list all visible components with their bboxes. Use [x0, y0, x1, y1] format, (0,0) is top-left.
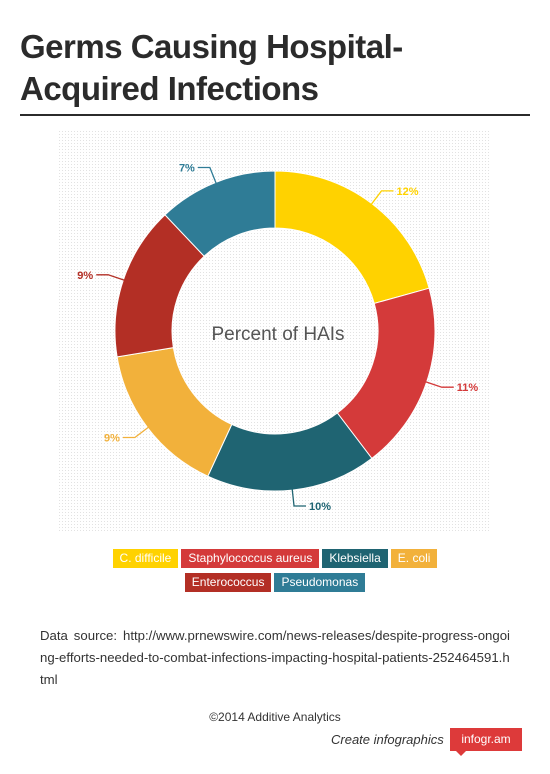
data-source-text: Data source: http://www.prnewswire.com/n… — [40, 628, 510, 687]
donut-chart: 12% 11% 10% 9% 9% 7% Percent of HAIs — [77, 163, 479, 513]
slice-value-label: 9% — [104, 433, 120, 445]
leader-line — [424, 380, 454, 388]
slice-value-label: 12% — [397, 186, 419, 198]
leader-line — [197, 166, 218, 185]
chart-area: 12% 11% 10% 9% 9% 7% Percent of HAIs — [58, 130, 491, 532]
leader-line — [122, 426, 150, 439]
legend-item[interactable]: C. difficile — [112, 549, 179, 568]
donut-slice-pseudomonas — [164, 170, 276, 257]
infogram-brand-badge[interactable]: infogr.am — [450, 728, 522, 756]
create-infographics-link[interactable]: Create infographics — [331, 732, 444, 747]
legend-item[interactable]: E. coli — [390, 549, 438, 568]
slice-value-label: 11% — [457, 382, 479, 394]
leader-line — [370, 190, 394, 206]
legend-row: Enterococcus Pseudomonas — [0, 573, 550, 592]
title-divider — [20, 114, 530, 116]
page-title: Germs Causing Hospital-Acquired Infectio… — [20, 28, 403, 107]
chart-center-label: Percent of HAIs — [211, 324, 344, 345]
leader-line — [291, 488, 307, 507]
chart-legend: C. difficile Staphylococcus aureus Klebsie… — [0, 549, 550, 597]
slice-value-label: 7% — [179, 163, 195, 175]
slice-value-label: 9% — [77, 270, 93, 282]
donut-slice-e-coli — [116, 347, 233, 477]
legend-item[interactable]: Pseudomonas — [274, 573, 366, 592]
leader-line — [96, 274, 126, 282]
slice-value-label: 10% — [309, 501, 331, 513]
legend-item[interactable]: Enterococcus — [184, 573, 272, 592]
legend-item[interactable]: Klebsiella — [322, 549, 388, 568]
copyright-text: ©2014 Additive Analytics — [209, 710, 341, 724]
legend-row: C. difficile Staphylococcus aureus Klebsie… — [0, 549, 550, 568]
legend-item[interactable]: Staphylococcus aureus — [181, 549, 320, 568]
